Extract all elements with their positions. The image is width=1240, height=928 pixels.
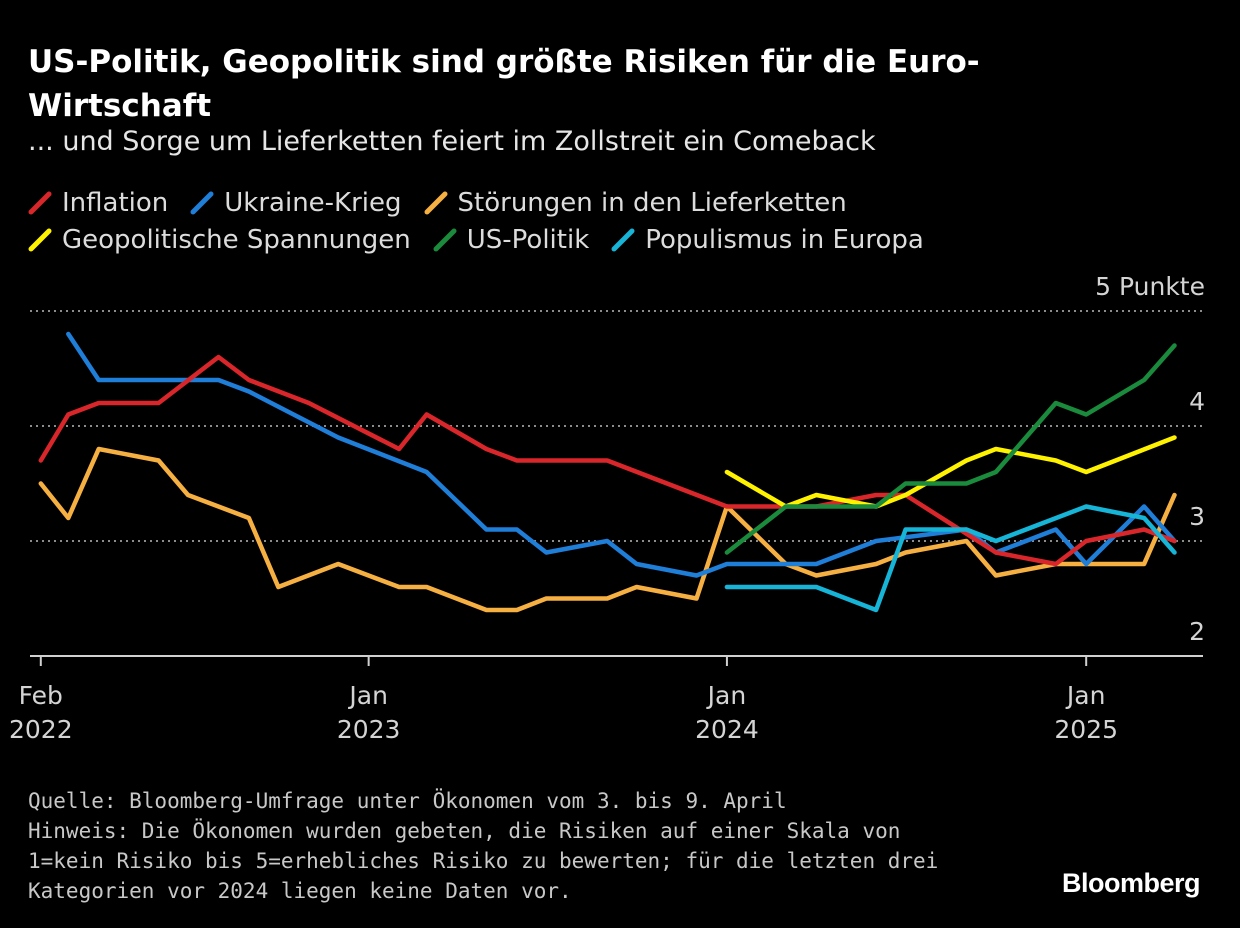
x-tick-label-year: 2024 bbox=[695, 715, 759, 744]
legend-row-1: Inflation Ukraine-Krieg Störungen in den… bbox=[28, 184, 1208, 221]
legend-label: Ukraine-Krieg bbox=[224, 187, 402, 218]
legend-label: Inflation bbox=[62, 187, 169, 218]
legend-item-us-politik: US-Politik bbox=[433, 224, 590, 255]
legend-swatch-populismus bbox=[611, 228, 635, 251]
series-line-us-politik bbox=[724, 343, 1177, 555]
series-line-ukraine-krieg bbox=[66, 331, 1177, 578]
chart-title: US-Politik, Geopolitik sind größte Risik… bbox=[28, 44, 980, 124]
x-tick-label-month: Feb bbox=[19, 681, 63, 710]
legend-item-populismus: Populismus in Europa bbox=[611, 225, 924, 255]
series-line-störungen-in-den-lieferketten bbox=[38, 446, 1177, 613]
x-tick-label-year: 2023 bbox=[337, 715, 401, 744]
legend-swatch-us-politik bbox=[433, 228, 457, 251]
x-tick-label-year: 2025 bbox=[1054, 715, 1118, 744]
y-tick-label: 3 bbox=[1189, 502, 1205, 531]
legend-label: US-Politik bbox=[466, 224, 590, 255]
legend-label: Störungen in den Lieferketten bbox=[457, 187, 847, 218]
legend-swatch-geopolitik bbox=[28, 228, 52, 251]
series-line-inflation bbox=[38, 354, 1177, 567]
legend-label: Geopolitische Spannungen bbox=[62, 224, 411, 255]
y-tick-label: 5 Punkte bbox=[1095, 272, 1205, 301]
legend-item-lieferketten: Störungen in den Lieferketten bbox=[424, 188, 847, 218]
series-line-geopolitische-spannungen bbox=[724, 435, 1177, 509]
method-note-line-1: Hinweis: Die Ökonomen wurden gebeten, di… bbox=[28, 819, 901, 843]
x-tick-label-month: Jan bbox=[347, 681, 388, 710]
line-chart: 2 3 4 5 Punkte Feb 2022 Jan 2023 Jan 2024 Jan 2025 bbox=[9, 272, 1205, 744]
y-tick-label: 4 bbox=[1189, 387, 1205, 416]
x-tick-label-month: Jan bbox=[706, 681, 747, 710]
x-tick-label-month: Jan bbox=[1065, 681, 1106, 710]
legend-item-ukraine-krieg: Ukraine-Krieg bbox=[190, 187, 402, 218]
y-tick-label: 2 bbox=[1189, 617, 1205, 646]
method-note-line-2: 1=kein Risiko bis 5=erhebliches Risiko z… bbox=[28, 849, 939, 873]
legend-swatch-inflation bbox=[28, 191, 52, 214]
source-note: Quelle: Bloomberg-Umfrage unter Ökonomen… bbox=[28, 789, 787, 813]
series-line-populismus-in-europa bbox=[724, 504, 1177, 613]
bloomberg-logo: Bloomberg bbox=[1061, 868, 1201, 898]
legend-label: Populismus in Europa bbox=[645, 224, 924, 255]
legend-item-inflation: Inflation bbox=[28, 188, 168, 218]
x-tick-label-year: 2022 bbox=[9, 715, 73, 744]
footnotes: Quelle: Bloomberg-Umfrage unter Ökonomen… bbox=[28, 786, 988, 906]
method-note-line-3: Kategorien vor 2024 liegen keine Daten v… bbox=[28, 879, 572, 903]
legend-item-geopolitik: Geopolitische Spannungen bbox=[28, 225, 411, 255]
legend-row-2: Geopolitische Spannungen US-Politik Popu… bbox=[28, 221, 1208, 258]
chart-subtitle: ... und Sorge um Lieferketten feiert im … bbox=[28, 126, 876, 157]
legend-swatch-ukraine-krieg bbox=[190, 191, 214, 214]
legend-swatch-lieferketten bbox=[424, 191, 448, 214]
legend: Inflation Ukraine-Krieg Störungen in den… bbox=[28, 184, 1208, 258]
